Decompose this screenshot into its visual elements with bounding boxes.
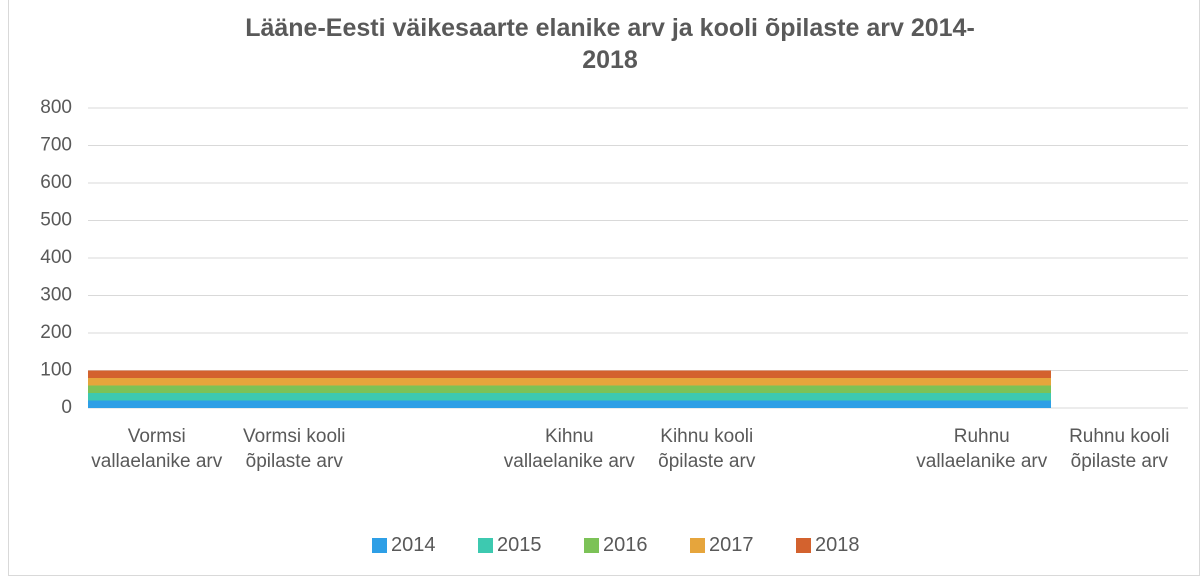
bar [775, 385, 914, 393]
y-tick-label: 400 [40, 247, 72, 268]
bar [500, 393, 639, 401]
legend-swatch [796, 538, 811, 553]
legend-swatch [690, 538, 705, 553]
x-tick-label: Vormsi kooli õpilaste arv [243, 426, 346, 472]
bar [775, 378, 914, 386]
legend-label: 2015 [497, 534, 542, 556]
legend-swatch [584, 538, 599, 553]
y-tick-label: 200 [40, 322, 72, 343]
bar [88, 400, 226, 408]
bar [638, 378, 776, 386]
bar [500, 400, 639, 408]
y-tick-label: 0 [61, 397, 72, 418]
y-tick-label: 600 [40, 172, 72, 193]
bar [638, 370, 776, 378]
bar [363, 378, 501, 386]
bar [775, 370, 914, 378]
bar [775, 393, 914, 401]
x-tick-label: Ruhnu kooli õpilaste arv [1069, 426, 1170, 472]
y-tick-label: 800 [40, 97, 72, 118]
bar [225, 393, 364, 401]
bar [363, 400, 501, 408]
legend-item: 2016 [584, 534, 648, 557]
bar [638, 385, 776, 393]
x-tick-label: Kihnu kooli õpilaste arv [658, 426, 756, 472]
chart-title: Lääne-Eesti väikesaarte elanike arv ja k… [245, 14, 975, 74]
legend-label: 2016 [603, 534, 648, 556]
bar [638, 393, 776, 401]
legend-label: 2018 [815, 534, 860, 556]
bar [363, 370, 501, 378]
bar [913, 378, 1051, 386]
bar [913, 385, 1051, 393]
legend-item: 2015 [478, 534, 542, 557]
legend-label: 2017 [709, 534, 754, 556]
bar [775, 400, 914, 408]
legend-item: 2014 [372, 534, 436, 557]
y-tick-label: 100 [40, 360, 72, 381]
bar [913, 393, 1051, 401]
bar [225, 385, 364, 393]
bar [88, 385, 226, 393]
bar [638, 400, 776, 408]
legend-label: 2014 [391, 534, 436, 556]
bar [500, 378, 639, 386]
chart-frame [8, 0, 1200, 576]
y-tick-label: 700 [40, 135, 72, 156]
x-tick-label: Vormsi vallaelanike arv [91, 426, 223, 472]
bar [88, 393, 226, 401]
legend-swatch [372, 538, 387, 553]
bar [225, 370, 364, 378]
x-tick-label: Kihnu vallaelanike arv [503, 426, 635, 472]
bar [88, 378, 226, 386]
bar [913, 400, 1051, 408]
y-tick-label: 500 [40, 210, 72, 231]
bar [500, 370, 639, 378]
bar [225, 378, 364, 386]
bar [88, 370, 226, 378]
bar [363, 393, 501, 401]
bar [363, 385, 501, 393]
y-tick-label: 300 [40, 285, 72, 306]
legend-item: 2017 [690, 534, 754, 557]
legend-swatch [478, 538, 493, 553]
bar [913, 370, 1051, 378]
bar [500, 385, 639, 393]
legend-item: 2018 [796, 534, 860, 557]
x-tick-label: Ruhnu vallaelanike arv [916, 426, 1048, 472]
bar [225, 400, 364, 408]
